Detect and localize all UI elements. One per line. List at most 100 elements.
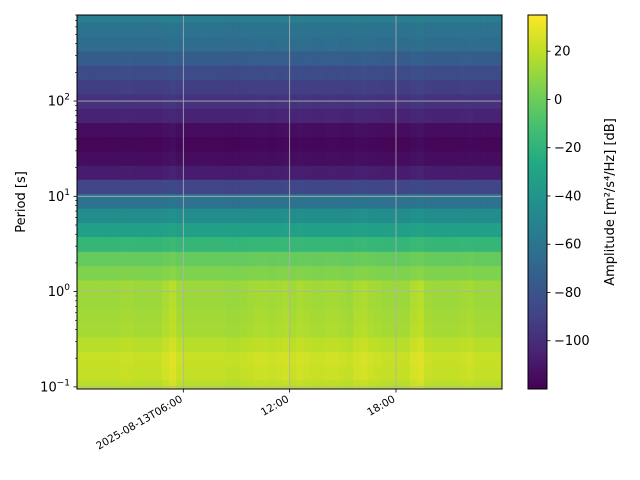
heatmap-cell [487, 79, 496, 95]
heatmap-cell [346, 65, 354, 81]
heatmap-cell [388, 294, 397, 309]
heatmap-cell [147, 65, 156, 81]
heatmap-cell [197, 65, 206, 81]
heatmap-cell [282, 136, 291, 152]
heatmap-cell [381, 179, 390, 195]
y-tick-exponent: −1 [57, 378, 70, 388]
heatmap-cell [91, 79, 99, 95]
heatmap-cell [268, 50, 276, 66]
heatmap-cell [317, 22, 326, 38]
heatmap-cell [197, 15, 206, 23]
heatmap-cell [487, 279, 496, 295]
heatmap-cell [119, 236, 128, 252]
heatmap-cell [105, 222, 114, 238]
heatmap-cell [147, 50, 156, 66]
heatmap-cell [324, 251, 333, 267]
heatmap-cell [268, 150, 276, 166]
heatmap-cell [133, 179, 142, 195]
heatmap-cell [154, 336, 163, 352]
heatmap-cell [268, 322, 276, 338]
heatmap-cell [487, 108, 496, 124]
heatmap-cell [473, 36, 482, 52]
heatmap-cell [395, 279, 404, 295]
heatmap-cell [211, 336, 220, 352]
heatmap-cell [431, 265, 439, 281]
heatmap-cell [211, 179, 220, 195]
heatmap-cell [402, 265, 411, 281]
heatmap-cell [431, 279, 439, 295]
heatmap-cell [282, 22, 291, 38]
heatmap-cell [303, 222, 312, 238]
heatmap-cell [431, 379, 439, 389]
heatmap-cell [388, 236, 397, 252]
heatmap-cell [197, 222, 206, 238]
heatmap-cell [445, 265, 454, 281]
heatmap-cell [402, 336, 411, 352]
heatmap-cell [317, 351, 326, 367]
heatmap-cell [162, 365, 170, 381]
heatmap-cell [275, 322, 284, 338]
heatmap-cell [452, 236, 461, 252]
heatmap-cell [183, 279, 191, 295]
heatmap-cell [374, 279, 383, 295]
heatmap-cell [388, 136, 397, 152]
heatmap-cell [176, 308, 184, 324]
heatmap-cell [154, 36, 163, 52]
heatmap-cell [140, 79, 149, 95]
heatmap-cell [445, 365, 454, 381]
heatmap-cell [310, 65, 319, 81]
heatmap-cell [232, 22, 241, 38]
heatmap-cell [395, 65, 404, 81]
heatmap-cell [140, 236, 149, 252]
heatmap-cell [105, 65, 114, 81]
heatmap-cell [91, 179, 99, 195]
heatmap-cell [112, 136, 121, 152]
heatmap-cell [268, 265, 276, 281]
heatmap-cell [239, 322, 248, 338]
heatmap-cell [91, 322, 99, 338]
heatmap-cell [473, 65, 482, 81]
heatmap-cell [402, 279, 411, 295]
heatmap-cell [119, 222, 128, 238]
heatmap-cell [381, 108, 390, 124]
heatmap-cell [317, 108, 326, 124]
heatmap-cell [367, 251, 376, 267]
heatmap-cell [459, 193, 468, 209]
heatmap-cell [147, 150, 156, 166]
heatmap-cell [445, 122, 454, 138]
heatmap-cell [459, 322, 468, 338]
heatmap-cell [211, 279, 220, 295]
heatmap-cell [112, 308, 121, 324]
heatmap-cell [324, 379, 333, 389]
heatmap-cell [303, 179, 312, 195]
heatmap-cell [360, 22, 369, 38]
heatmap-cell [162, 379, 170, 389]
heatmap-cell [232, 379, 241, 389]
heatmap-cell [473, 150, 482, 166]
heatmap-cell [324, 15, 333, 23]
heatmap-cell [374, 108, 383, 124]
heatmap-cell [473, 251, 482, 267]
heatmap-cell [268, 208, 276, 223]
heatmap-cell [381, 193, 390, 209]
heatmap-cell [353, 279, 361, 295]
heatmap-cell [480, 179, 489, 195]
heatmap-cell [388, 322, 397, 338]
heatmap-cell [494, 50, 502, 66]
heatmap-cell [289, 193, 298, 209]
heatmap-cell [409, 365, 418, 381]
heatmap-cell [360, 236, 369, 252]
heatmap-cell [480, 36, 489, 52]
heatmap-cell [77, 222, 85, 238]
heatmap-cell [98, 336, 106, 352]
heatmap-cell [374, 36, 383, 52]
heatmap-cell [261, 322, 269, 338]
heatmap-cell [459, 336, 468, 352]
heatmap-cell [417, 236, 425, 252]
heatmap-cell [424, 365, 432, 381]
heatmap-cell [126, 136, 135, 152]
heatmap-cell [431, 208, 439, 223]
heatmap-cell [367, 150, 376, 166]
heatmap-cell [98, 65, 106, 81]
heatmap-cell [211, 379, 220, 389]
